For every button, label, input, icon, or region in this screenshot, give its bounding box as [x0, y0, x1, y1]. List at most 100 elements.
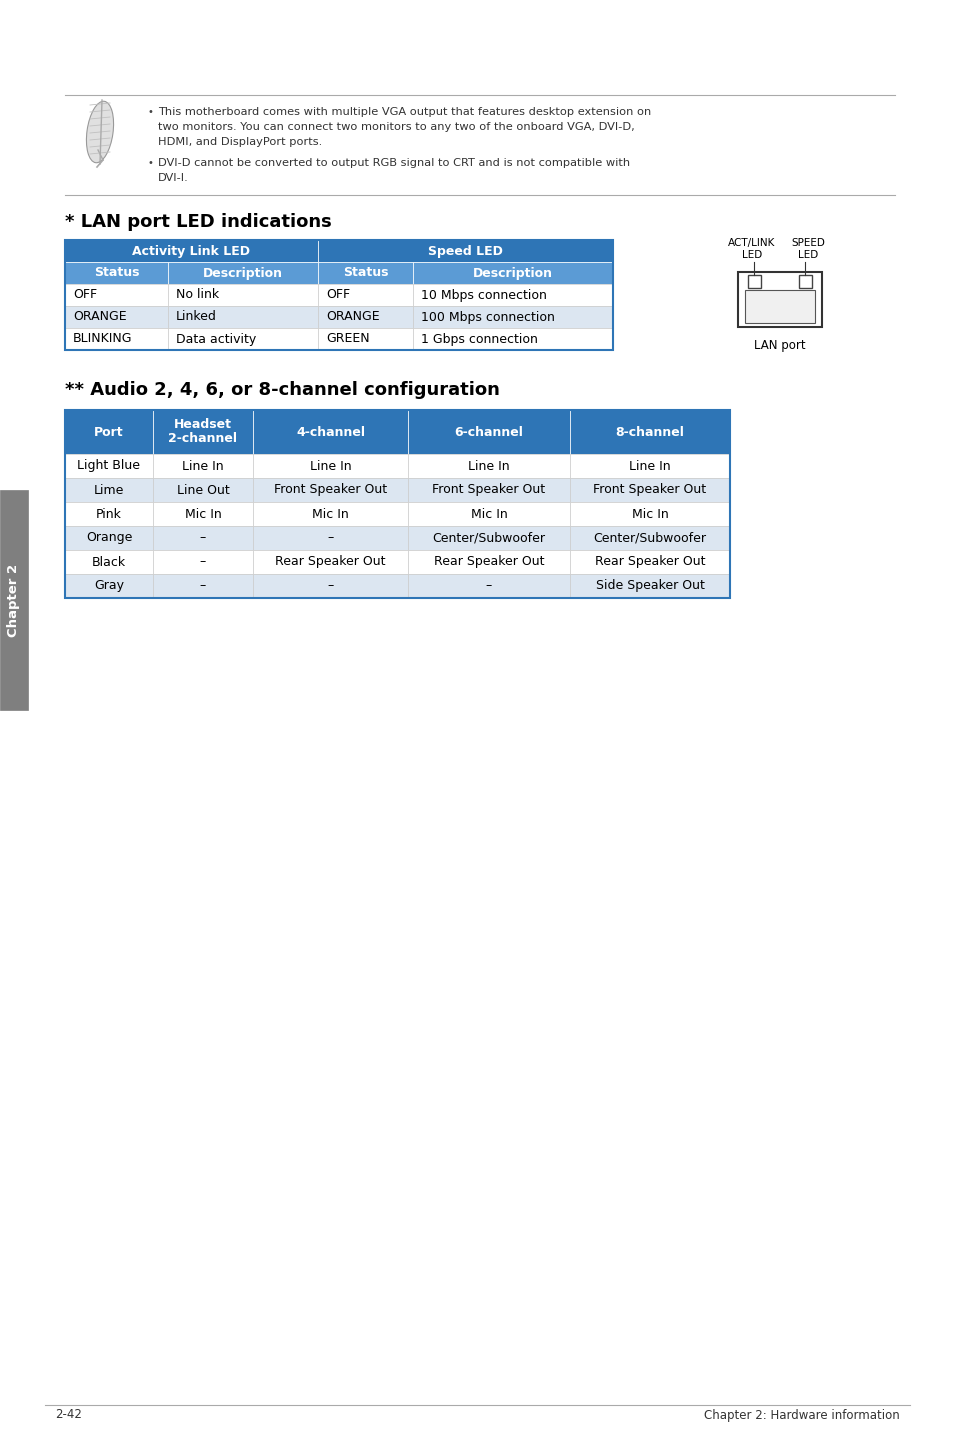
- Text: Linked: Linked: [175, 311, 216, 324]
- Bar: [152, 410, 253, 454]
- Text: •: •: [148, 106, 153, 116]
- Text: Description: Description: [473, 266, 553, 279]
- Text: –: –: [200, 580, 206, 592]
- Bar: [317, 240, 613, 262]
- Bar: [168, 262, 317, 283]
- Text: OFF: OFF: [73, 289, 97, 302]
- Bar: [738, 272, 821, 326]
- Bar: [168, 306, 317, 328]
- Text: Rear Speaker Out: Rear Speaker Out: [434, 555, 543, 568]
- Text: Line Out: Line Out: [176, 483, 229, 496]
- Bar: [413, 306, 613, 328]
- Text: Orange: Orange: [86, 532, 132, 545]
- Text: Status: Status: [342, 266, 388, 279]
- Text: Front Speaker Out: Front Speaker Out: [274, 483, 387, 496]
- Bar: [253, 477, 408, 502]
- Bar: [408, 574, 569, 598]
- Text: Center/Subwoofer: Center/Subwoofer: [432, 532, 545, 545]
- Bar: [408, 454, 569, 477]
- Text: Line In: Line In: [468, 460, 509, 473]
- Text: 8-channel: 8-channel: [615, 426, 683, 439]
- Bar: [569, 549, 729, 574]
- Text: –: –: [327, 580, 334, 592]
- Bar: [65, 454, 152, 477]
- Text: Line In: Line In: [629, 460, 670, 473]
- Text: LAN port: LAN port: [754, 339, 805, 352]
- Text: BLINKING: BLINKING: [73, 332, 132, 345]
- Bar: [168, 328, 317, 349]
- Text: Chapter 2: Chapter 2: [8, 564, 20, 637]
- Bar: [65, 502, 152, 526]
- Bar: [253, 410, 408, 454]
- Bar: [408, 549, 569, 574]
- Bar: [65, 410, 152, 454]
- Text: 2-channel: 2-channel: [169, 433, 237, 446]
- Text: Rear Speaker Out: Rear Speaker Out: [594, 555, 704, 568]
- Text: 100 Mbps connection: 100 Mbps connection: [420, 311, 555, 324]
- Text: ORANGE: ORANGE: [73, 311, 127, 324]
- Bar: [0, 490, 28, 710]
- Text: Lime: Lime: [93, 483, 124, 496]
- Bar: [413, 283, 613, 306]
- Text: –: –: [200, 532, 206, 545]
- Text: DVI-I.: DVI-I.: [158, 173, 189, 183]
- Text: Light Blue: Light Blue: [77, 460, 140, 473]
- Text: Center/Subwoofer: Center/Subwoofer: [593, 532, 706, 545]
- Text: Line In: Line In: [182, 460, 224, 473]
- Text: •: •: [148, 158, 153, 168]
- Text: Speed LED: Speed LED: [428, 244, 502, 257]
- Text: ORANGE: ORANGE: [326, 311, 379, 324]
- Bar: [253, 549, 408, 574]
- Text: 4-channel: 4-channel: [295, 426, 365, 439]
- Bar: [152, 549, 253, 574]
- Text: ACT/LINK: ACT/LINK: [727, 239, 775, 247]
- Text: * LAN port LED indications: * LAN port LED indications: [65, 213, 332, 232]
- Text: Mic In: Mic In: [185, 508, 221, 521]
- Bar: [317, 328, 413, 349]
- Text: SPEED: SPEED: [790, 239, 824, 247]
- Bar: [408, 526, 569, 549]
- Text: LED: LED: [741, 250, 761, 260]
- Bar: [152, 574, 253, 598]
- Text: Status: Status: [93, 266, 139, 279]
- Bar: [744, 290, 814, 324]
- Text: two monitors. You can connect two monitors to any two of the onboard VGA, DVI-D,: two monitors. You can connect two monito…: [158, 122, 634, 132]
- Text: –: –: [327, 532, 334, 545]
- Bar: [408, 502, 569, 526]
- Bar: [65, 283, 168, 306]
- Bar: [408, 410, 569, 454]
- Bar: [65, 262, 168, 283]
- Text: This motherboard comes with multiple VGA output that features desktop extension : This motherboard comes with multiple VGA…: [158, 106, 651, 116]
- Text: Headset: Headset: [173, 418, 232, 431]
- Text: Rear Speaker Out: Rear Speaker Out: [275, 555, 385, 568]
- Bar: [317, 306, 413, 328]
- Text: DVI-D cannot be converted to output RGB signal to CRT and is not compatible with: DVI-D cannot be converted to output RGB …: [158, 158, 630, 168]
- Text: OFF: OFF: [326, 289, 350, 302]
- Bar: [569, 574, 729, 598]
- Text: Gray: Gray: [94, 580, 124, 592]
- Bar: [65, 549, 152, 574]
- Text: Line In: Line In: [310, 460, 351, 473]
- Text: Data activity: Data activity: [175, 332, 256, 345]
- Text: Black: Black: [91, 555, 126, 568]
- Bar: [413, 262, 613, 283]
- Text: Mic In: Mic In: [470, 508, 507, 521]
- Bar: [569, 526, 729, 549]
- Bar: [569, 410, 729, 454]
- Text: 10 Mbps connection: 10 Mbps connection: [420, 289, 546, 302]
- Bar: [65, 526, 152, 549]
- Bar: [569, 454, 729, 477]
- Text: Activity Link LED: Activity Link LED: [132, 244, 251, 257]
- Bar: [408, 477, 569, 502]
- Text: ** Audio 2, 4, 6, or 8-channel configuration: ** Audio 2, 4, 6, or 8-channel configura…: [65, 381, 499, 398]
- Bar: [65, 477, 152, 502]
- Ellipse shape: [87, 101, 113, 162]
- Bar: [747, 275, 760, 288]
- Bar: [253, 502, 408, 526]
- Bar: [317, 262, 413, 283]
- Text: –: –: [200, 555, 206, 568]
- Bar: [152, 502, 253, 526]
- Bar: [65, 328, 168, 349]
- Bar: [253, 574, 408, 598]
- Bar: [65, 574, 152, 598]
